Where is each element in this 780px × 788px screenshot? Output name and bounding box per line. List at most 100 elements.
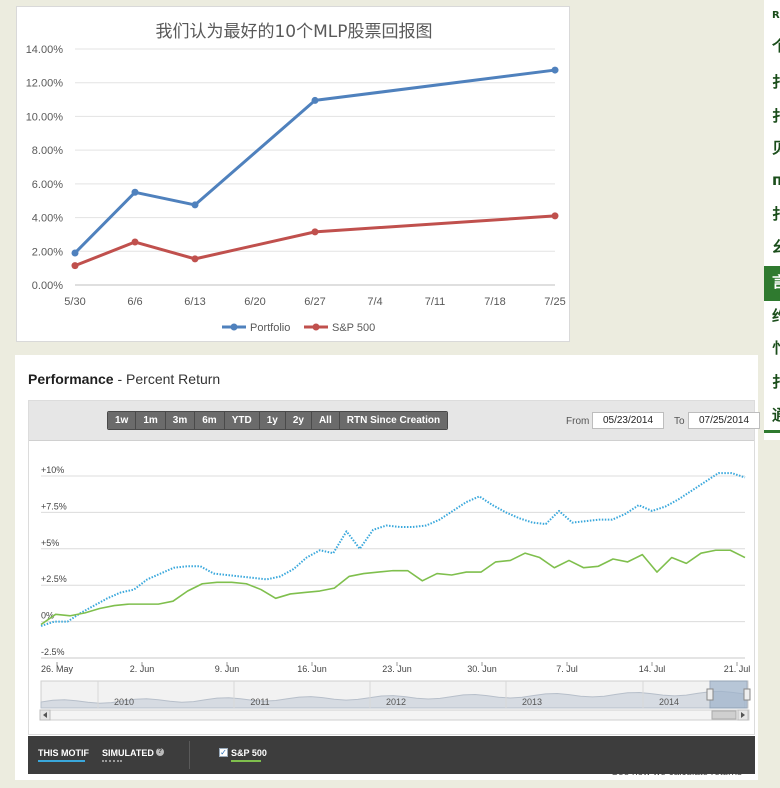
performance-toolbar: 1w 1m 3m 6m YTD 1y 2y All RTN Since Creation Fro…	[29, 401, 760, 441]
top-series-point	[131, 188, 139, 196]
perf-y-tick-label: +7.5%	[41, 501, 67, 511]
top-x-tick-label: 6/6	[127, 296, 142, 308]
top-chart-card: 我们认为最好的10个MLP股票回报图 0.00% 2.00% 4.00% 6.00% 8…	[16, 6, 570, 342]
perf-y-tick-label: 0%	[41, 611, 54, 621]
perf-y-tick-label: +5%	[41, 538, 59, 548]
this-motif-underline	[38, 760, 85, 762]
range-button[interactable]: 1w	[108, 412, 137, 429]
from-label: From	[566, 416, 590, 427]
perf-x-tick-label: 7. Jul	[556, 664, 578, 674]
legend-this-motif[interactable]: THIS MOTIF	[38, 748, 89, 758]
navigator-year-label: 2012	[386, 697, 406, 707]
top-series-point	[191, 255, 199, 263]
top-legend-label: Portfolio	[250, 322, 290, 334]
legend-sp500[interactable]: S&P 500	[231, 748, 267, 758]
navigator-year-label: 2013	[522, 697, 542, 707]
top-x-tick-label: 6/27	[304, 296, 325, 308]
performance-y-ticks: -2.5% 0% +2.5% +5% +7.5% +10%	[41, 465, 67, 657]
sidebar-active-marker	[764, 266, 780, 301]
perf-y-tick-label: -2.5%	[41, 647, 65, 657]
top-chart-title: 我们认为最好的10个MLP股票回报图	[155, 22, 432, 42]
range-button[interactable]: 1y	[259, 412, 286, 429]
navigator-handle-right	[743, 688, 751, 701]
top-legend-marker	[312, 323, 320, 331]
range-button[interactable]: YTD	[224, 412, 260, 429]
sidebar-item[interactable]: 扌	[772, 73, 780, 91]
range-navigator[interactable]: 2010 2011 2012 2013 2014	[39, 680, 751, 721]
top-legend-marker	[230, 323, 238, 331]
sidebar-item[interactable]: 幺	[772, 238, 780, 256]
performance-title: Performance - Percent Return	[28, 371, 220, 387]
simulated-label: SIMULATED	[102, 748, 154, 758]
perf-y-tick-label: +10%	[41, 465, 64, 475]
performance-title-rest: - Percent Return	[113, 371, 221, 387]
navigator-year-label: 2010	[114, 697, 134, 707]
perf-x-tick-label: 26. May	[41, 664, 74, 674]
top-x-tick-label: 7/11	[425, 296, 446, 308]
top-chart-x-ticks: 5/30 6/6 6/13 6/20 6/27 7/4 7/11 7/18 7/25	[64, 296, 565, 308]
top-y-tick-label: 8.00%	[32, 145, 63, 157]
legend-footer-bar: THIS MOTIF SIMULATED? ✓ S&P 500	[28, 736, 755, 774]
perf-series-line-1	[40, 549, 746, 626]
top-y-tick-label: 4.00%	[32, 213, 63, 225]
scroll-right-arrow-icon	[741, 712, 745, 718]
navigator-year-label: 2014	[659, 697, 679, 707]
to-label: To	[674, 416, 685, 427]
performance-card: Performance - Percent Return 1w 1m 3m 6m YTD…	[15, 355, 760, 780]
top-x-tick-label: 5/30	[64, 296, 85, 308]
sidebar-item[interactable]: 忄	[772, 339, 780, 357]
top-y-tick-label: 14.00%	[26, 44, 64, 56]
top-chart-y-ticks: 0.00% 2.00% 4.00% 6.00% 8.00% 10.00% 12.00% 14.…	[26, 44, 64, 292]
perf-x-tick-label: 2. Jun	[130, 664, 155, 674]
top-series-point	[551, 212, 559, 220]
top-series-line-1	[74, 214, 556, 268]
top-series-point	[191, 201, 199, 209]
top-series-point	[131, 238, 139, 246]
perf-x-tick-label: 16. Jun	[297, 664, 327, 674]
top-series-point	[551, 66, 559, 74]
range-button[interactable]: 6m	[195, 412, 225, 429]
help-icon[interactable]: ?	[155, 748, 164, 756]
top-series-point	[71, 262, 79, 270]
from-date-input[interactable]: 05/23/2014	[592, 412, 664, 429]
sidebar-item[interactable]: 约	[772, 307, 780, 325]
to-date-input[interactable]: 07/25/2014	[688, 412, 760, 429]
sp500-underline	[231, 760, 261, 762]
top-y-tick-label: 2.00%	[32, 246, 63, 258]
sidebar-item[interactable]: 贝	[772, 139, 780, 157]
legend-simulated[interactable]: SIMULATED?	[102, 748, 164, 758]
range-button[interactable]: 2y	[285, 412, 312, 429]
top-y-tick-label: 10.00%	[26, 111, 64, 123]
top-x-tick-label: 7/4	[367, 296, 382, 308]
perf-x-tick-label: 23. Jun	[382, 664, 412, 674]
sidebar-item[interactable]: 通	[772, 406, 780, 424]
sidebar-item[interactable]: 扌	[772, 373, 780, 391]
sidebar-item[interactable]: 扌	[772, 107, 780, 125]
sidebar-bottom-rule	[764, 430, 780, 433]
scrollbar-thumb	[711, 710, 737, 720]
perf-x-tick-label: 21. Jul	[724, 664, 751, 674]
top-x-tick-label: 6/20	[244, 296, 265, 308]
sidebar-item[interactable]: 扌	[772, 205, 780, 223]
range-button[interactable]: 1m	[136, 412, 166, 429]
top-y-tick-label: 0.00%	[32, 280, 63, 292]
sidebar-item[interactable]: 个	[772, 37, 780, 55]
sp500-checkbox[interactable]: ✓	[219, 748, 228, 757]
performance-x-ticks: 26. May 2. Jun 9. Jun 16. Jun 23. Jun 30. Jun…	[41, 662, 750, 674]
navigator-area	[40, 690, 746, 709]
sidebar-item[interactable]: 言	[772, 273, 780, 291]
sidebar-item[interactable]: п	[772, 171, 780, 189]
range-button[interactable]: All	[311, 412, 340, 429]
performance-title-bold: Performance	[28, 371, 114, 387]
range-button[interactable]: RTN Since Creation	[339, 412, 448, 429]
top-chart-legend: Portfolio S&P 500	[222, 322, 375, 334]
top-chart-series	[71, 66, 559, 270]
top-y-tick-label: 12.00%	[26, 78, 64, 90]
sidebar-item[interactable]: R	[772, 10, 780, 21]
top-series-point	[311, 228, 319, 236]
simulated-underline	[102, 760, 122, 762]
scroll-left-arrow-icon	[43, 712, 47, 718]
performance-chart-panel: 1w 1m 3m 6m YTD 1y 2y All RTN Since Creation Fro…	[28, 400, 760, 778]
range-button[interactable]: 3m	[165, 412, 196, 429]
